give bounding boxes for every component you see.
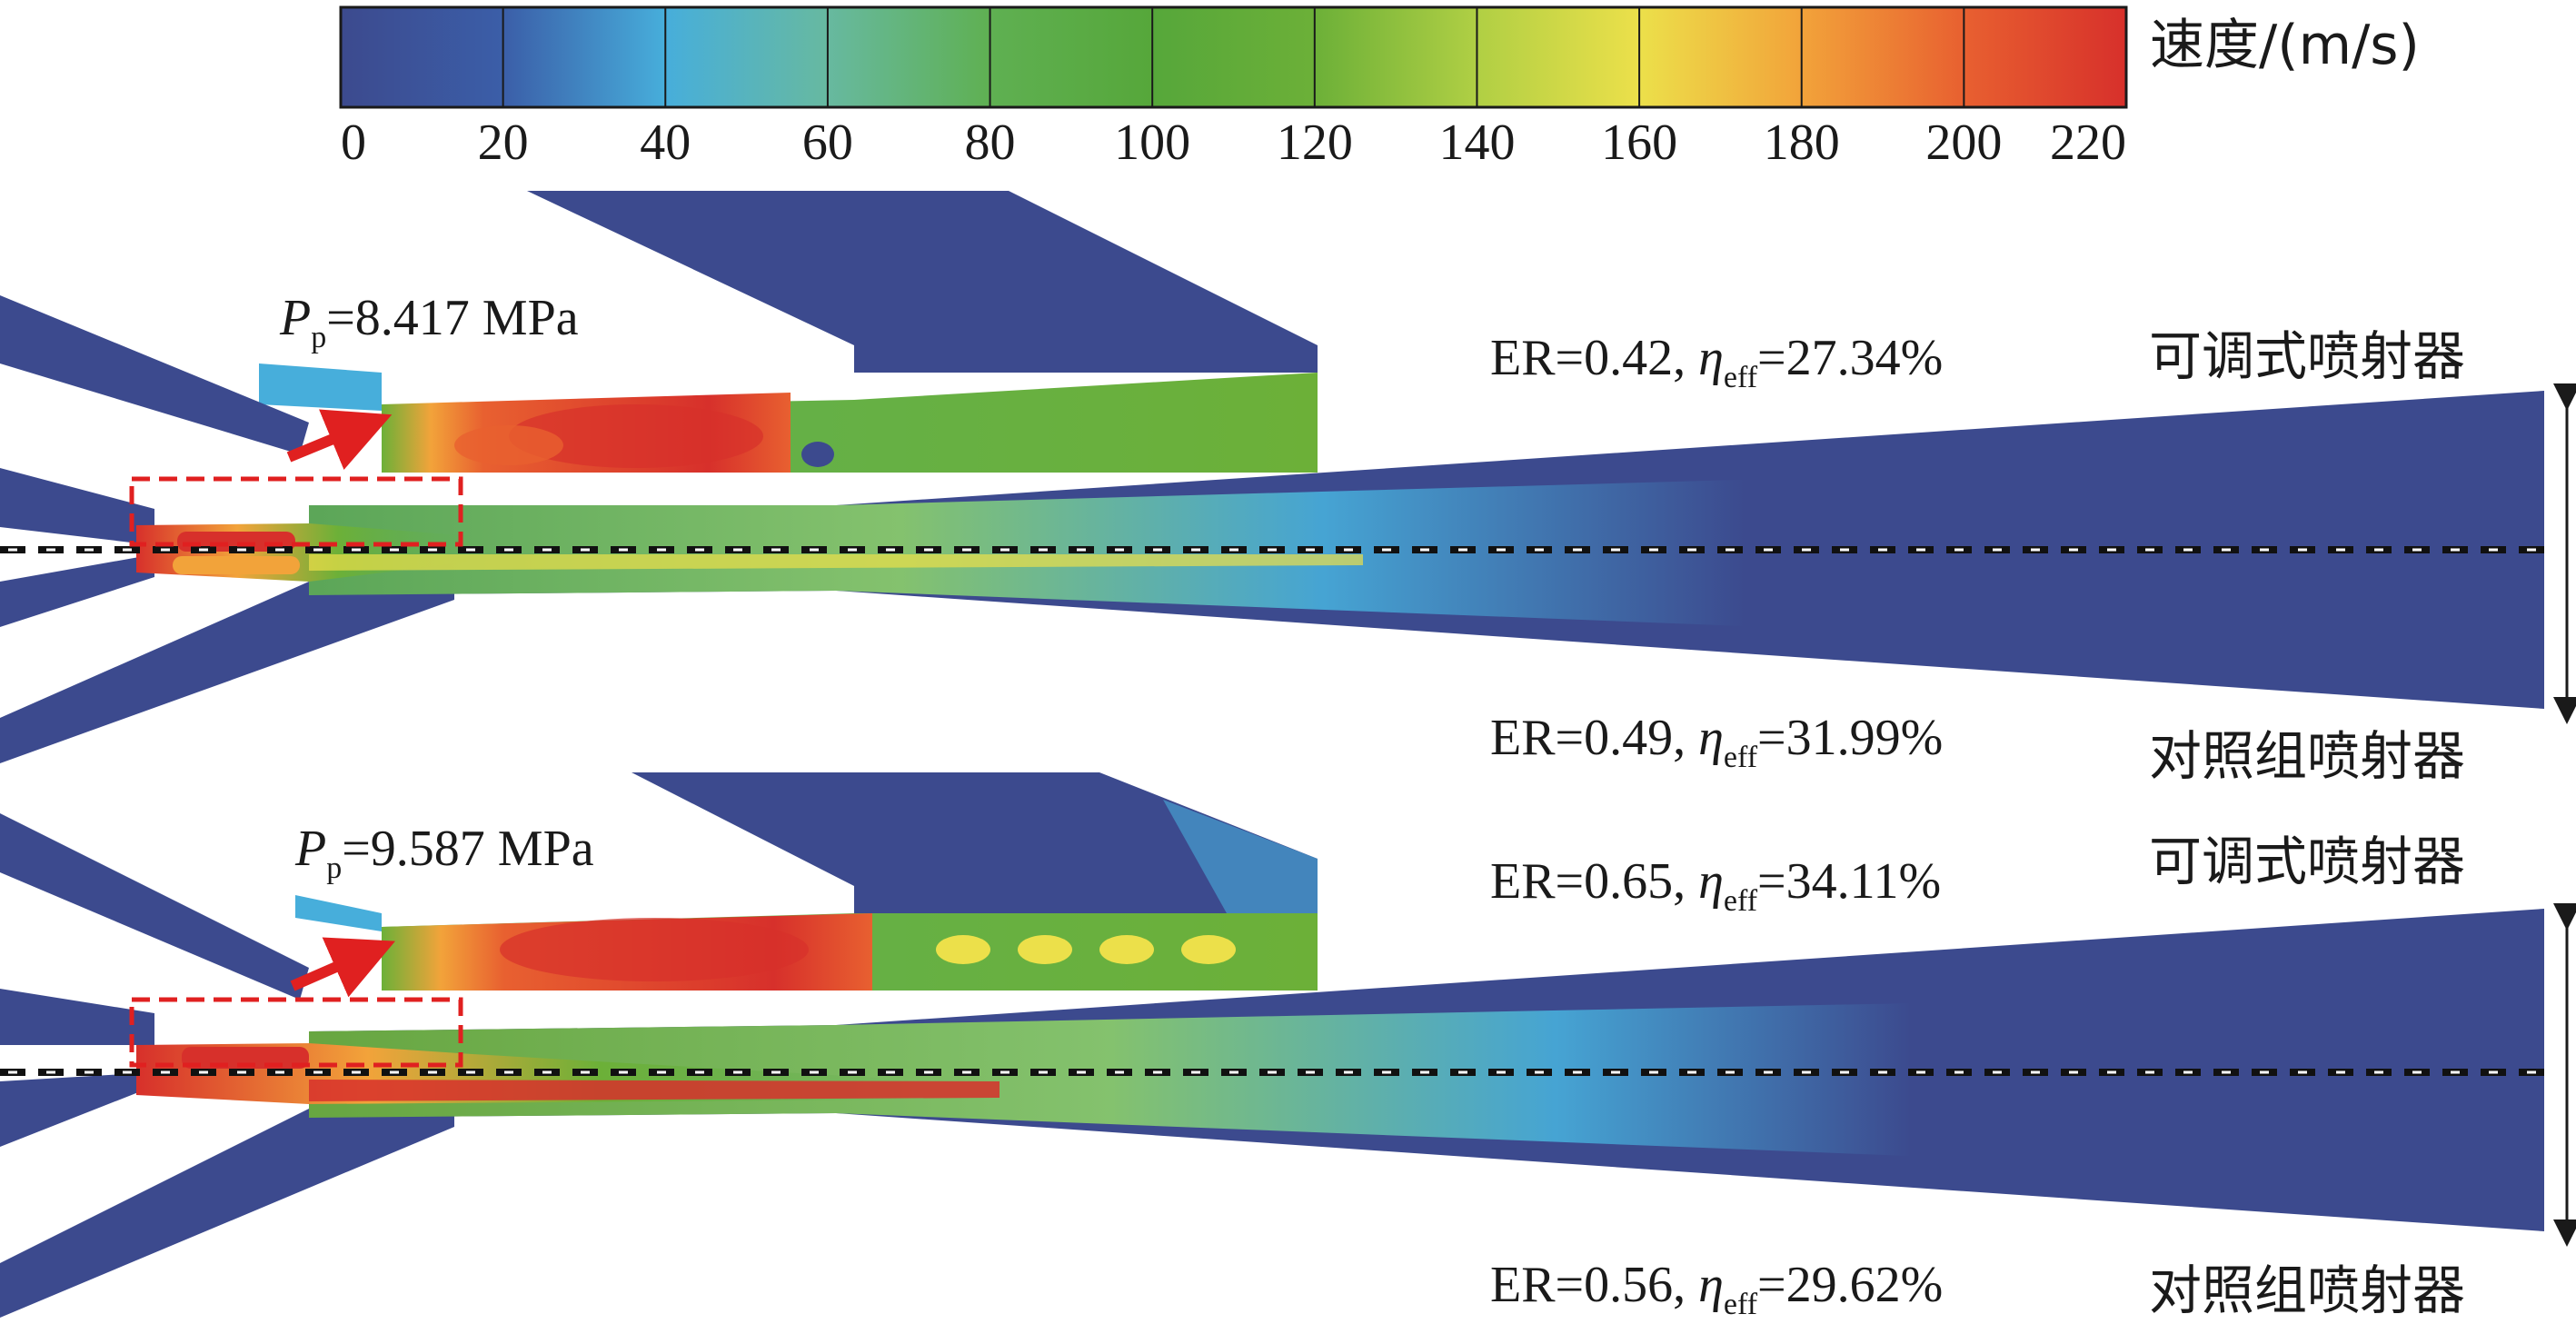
panel-1-top-label: 可调式喷射器: [2149, 325, 2465, 387]
colorbar-tick-label: 20: [478, 114, 529, 171]
panel-2-top-result: ER=0.65, ηeff=34.11%: [1490, 853, 1941, 918]
colorbar-tick-labels: 0 20 40 60 80 100 120 140 160 180 200 220: [341, 114, 2126, 171]
colorbar: 0 20 40 60 80 100 120 140 160 180 200 220 速度/(m/s): [339, 5, 2420, 171]
panel-1-geometry: [0, 191, 2576, 763]
colorbar-tick-label: 140: [1438, 114, 1515, 171]
colorbar-tick-label: 100: [1114, 114, 1190, 171]
colorbar-tick-label: 220: [2050, 114, 2126, 171]
panel-1-bottom-result: ER=0.49, ηeff=31.99%: [1490, 710, 1943, 774]
colorbar-dividers: [502, 7, 1965, 107]
colorbar-tick-label: 0: [341, 114, 366, 171]
colorbar-title: 速度/(m/s): [2150, 14, 2420, 77]
colorbar-tick-label: 40: [640, 114, 691, 171]
colorbar-tick-label: 60: [802, 114, 853, 171]
panel-2-annotations: Pp=9.587 MPa ER=0.65, ηeff=34.11% 可调式喷射器…: [294, 821, 2465, 1321]
panel-2-geometry: [0, 772, 2576, 1318]
panel-1-pressure: Pp=8.417 MPa: [279, 290, 579, 354]
colorbar-tick-label: 160: [1601, 114, 1677, 171]
colorbar-tick-label: 180: [1764, 114, 1840, 171]
panel-1-annotations: Pp=8.417 MPa ER=0.42, ηeff=27.34% 可调式喷射器…: [279, 290, 2465, 787]
colorbar-tick-label: 80: [965, 114, 1016, 171]
panel-2-bottom-label: 对照组喷射器: [2149, 1259, 2465, 1321]
panel-1-top-result: ER=0.42, ηeff=27.34%: [1490, 330, 1943, 394]
colorbar-tick-label: 200: [1925, 114, 2002, 171]
panel-2-pressure: Pp=9.587 MPa: [294, 821, 594, 885]
panel-2-top-label: 可调式喷射器: [2149, 831, 2465, 892]
panel-2-bottom-result: ER=0.56, ηeff=29.62%: [1490, 1257, 1943, 1321]
colorbar-tick-label: 120: [1277, 114, 1353, 171]
panel-1-bottom-label: 对照组喷射器: [2149, 725, 2465, 787]
